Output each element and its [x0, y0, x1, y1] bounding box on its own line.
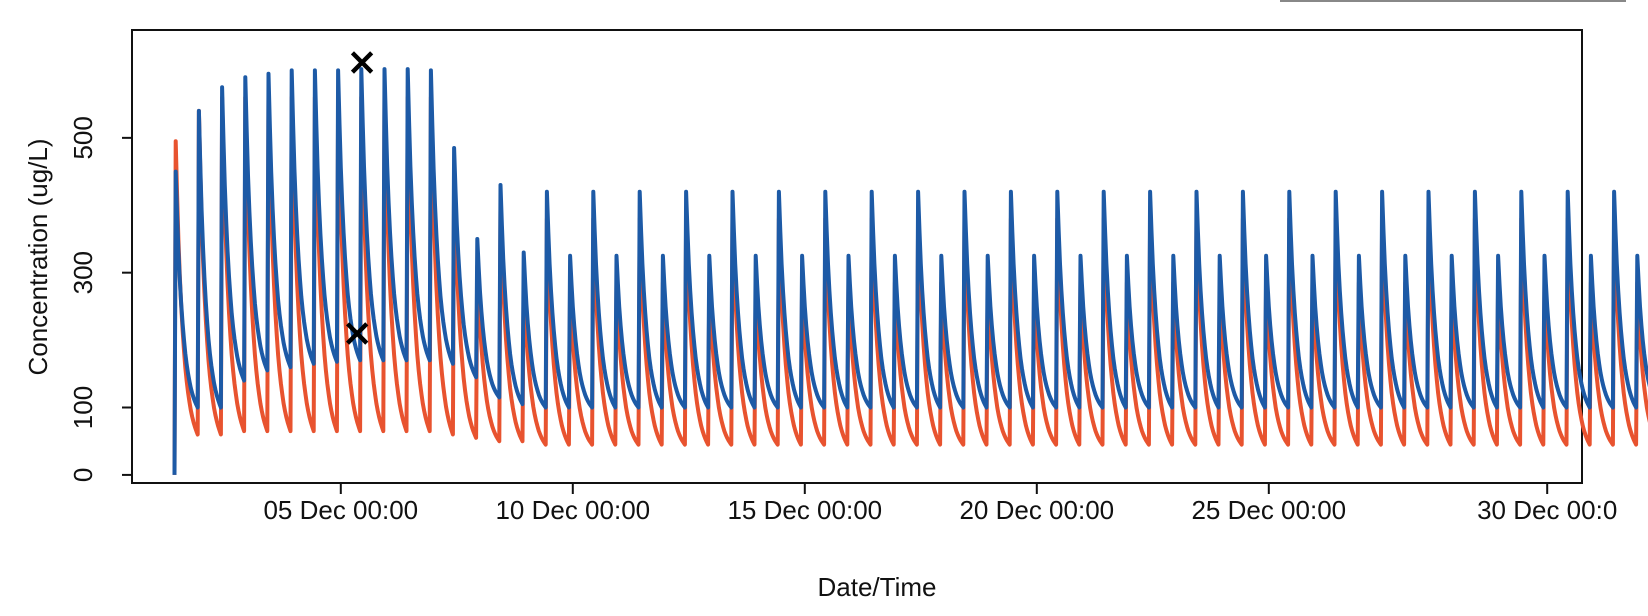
x-tick-label: 25 Dec 00:00	[1191, 495, 1346, 525]
x-axis: 05 Dec 00:00 10 Dec 00:00 15 Dec 00:00 20 D…	[263, 483, 1617, 525]
series-line-1	[172, 95, 1648, 475]
y-axis-title: Concentration (ug/L)	[23, 138, 53, 375]
cross-marker: ×	[341, 310, 373, 354]
x-tick-label: 15 Dec 00:00	[727, 495, 882, 525]
x-tick-label: 30 Dec 00:0	[1477, 495, 1617, 525]
x-tick-label: 20 Dec 00:00	[959, 495, 1114, 525]
series-layer	[172, 67, 1648, 475]
y-tick-label: 500	[68, 116, 98, 159]
y-tick-label: 0	[68, 468, 98, 482]
x-axis-title: Date/Time	[818, 572, 937, 602]
y-axis: 0 100 300 500	[68, 116, 132, 482]
x-tick-label: 10 Dec 00:00	[495, 495, 650, 525]
plot-frame	[131, 29, 1583, 484]
series-line-2	[172, 67, 1648, 475]
peak-markers: ××	[341, 39, 378, 354]
y-tick-label: 100	[68, 386, 98, 429]
y-tick-label: 300	[68, 251, 98, 294]
x-tick-label: 05 Dec 00:00	[263, 495, 418, 525]
cross-marker: ×	[346, 39, 378, 83]
